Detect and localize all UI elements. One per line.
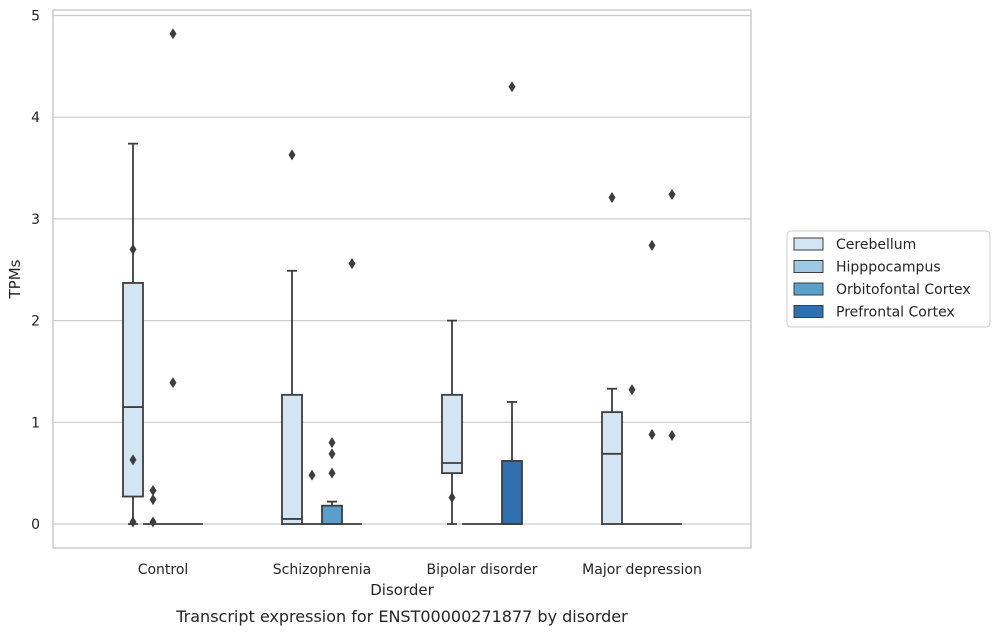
x-tick-label: Major depression [582,562,702,578]
outlier-point [129,243,137,255]
box-2-3 [642,239,662,525]
box-1-1 [302,469,322,525]
box-rect [601,411,623,525]
outlier-point [149,516,157,528]
legend-swatch [793,260,824,273]
outlier-point [169,377,177,389]
outlier-point [648,429,656,441]
y-tick-label: 3 [31,212,40,228]
box-3-3 [662,188,682,525]
chart-caption: Transcript expression for ENST0000027187… [175,607,628,626]
box-3-1 [342,258,362,525]
outlier-point [628,384,636,396]
y-tick-label: 1 [31,415,40,431]
outlier-point [608,192,616,204]
box-0-3 [601,192,623,525]
outlier-point [288,149,296,161]
legend-label: Orbitofontal Cortex [836,282,971,298]
x-tick-label: Schizophrenia [273,562,371,578]
box-0-2 [441,319,463,525]
y-axis-label: TPMs [6,259,24,299]
outlier-point [308,469,316,481]
legend: Cerebellum Hipppocampus Orbitofontal Corte… [786,230,991,328]
y-tick-label: 2 [31,314,40,330]
box-1-0 [143,484,163,528]
legend-swatch [793,282,824,296]
x-tick-label: Control [138,562,189,578]
box-rect [122,282,144,498]
outlier-point [328,437,336,449]
legend-label: Prefrontal Cortex [836,305,955,321]
outlier-point [328,467,336,479]
x-axis-ticks: Control Schizophrenia Bipolar disorder Majo… [138,562,702,578]
gridlines [53,14,751,525]
y-tick-label: 5 [31,9,40,25]
box-1-3 [622,384,642,525]
y-axis-ticks: 0 1 2 3 4 5 [31,9,40,534]
outlier-point [648,239,656,251]
legend-swatch [793,305,824,318]
box-0-1 [281,149,303,525]
outlier-point [668,430,676,442]
box-rect [281,393,303,525]
outlier-point [129,516,137,528]
box-rect [321,504,343,525]
outlier-point [149,494,157,506]
box-rect [501,460,523,525]
box-2-0 [163,28,183,525]
outlier-point [448,492,456,504]
outlier-point [149,484,157,496]
outlier-point [328,448,336,460]
plot-frame [52,9,752,549]
box-2-1 [321,437,343,525]
legend-label: Hipppocampus [836,260,941,276]
outlier-point [169,28,177,40]
x-tick-label: Bipolar disorder [426,562,537,578]
x-axis-label: Disorder [370,581,434,599]
legend-frame [786,230,991,328]
outlier-point [508,81,516,93]
legend-label: Cerebellum [836,237,916,253]
outlier-point [668,188,676,200]
box-rect [441,393,463,475]
outlier-point [348,258,356,270]
box-0-0 [122,142,144,528]
outlier-point [129,454,137,466]
box-3-2 [501,81,523,525]
y-tick-label: 0 [31,517,40,533]
y-tick-label: 4 [31,110,40,126]
legend-swatch [793,237,824,251]
boxes-layer [122,28,682,528]
